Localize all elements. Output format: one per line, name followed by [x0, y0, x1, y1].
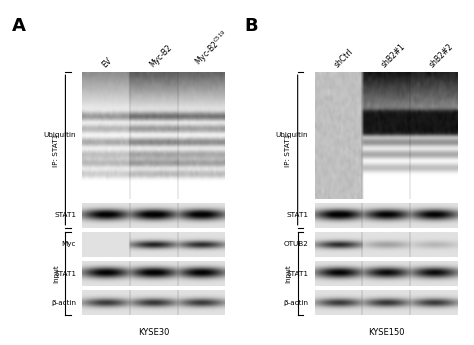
- Text: IP: STAT1: IP: STAT1: [53, 134, 59, 167]
- Text: KYSE150: KYSE150: [368, 328, 404, 337]
- Text: shB2#1: shB2#1: [380, 41, 407, 69]
- Text: shB2#2: shB2#2: [428, 41, 455, 69]
- Text: Myc: Myc: [62, 241, 76, 247]
- Text: STAT1: STAT1: [54, 212, 76, 218]
- Text: B: B: [245, 17, 258, 35]
- Text: OTUB2: OTUB2: [283, 241, 308, 247]
- Text: Ubiquitin: Ubiquitin: [44, 132, 76, 138]
- Text: A: A: [12, 17, 26, 35]
- Text: shCtrl: shCtrl: [332, 47, 355, 69]
- Text: Myc-B2: Myc-B2: [147, 43, 173, 69]
- Text: Input: Input: [285, 264, 291, 283]
- Text: β-actin: β-actin: [51, 300, 76, 306]
- Text: β-actin: β-actin: [283, 300, 308, 306]
- Text: Myc-B2$^{C519}$: Myc-B2$^{C519}$: [191, 28, 232, 69]
- Text: KYSE30: KYSE30: [138, 328, 170, 337]
- Text: STAT1: STAT1: [286, 270, 308, 277]
- Text: IP: STAT1: IP: STAT1: [285, 134, 291, 167]
- Text: Input: Input: [53, 264, 59, 283]
- Text: Ubiquitin: Ubiquitin: [276, 132, 308, 138]
- Text: STAT1: STAT1: [54, 270, 76, 277]
- Text: STAT1: STAT1: [286, 212, 308, 218]
- Text: EV: EV: [100, 56, 113, 69]
